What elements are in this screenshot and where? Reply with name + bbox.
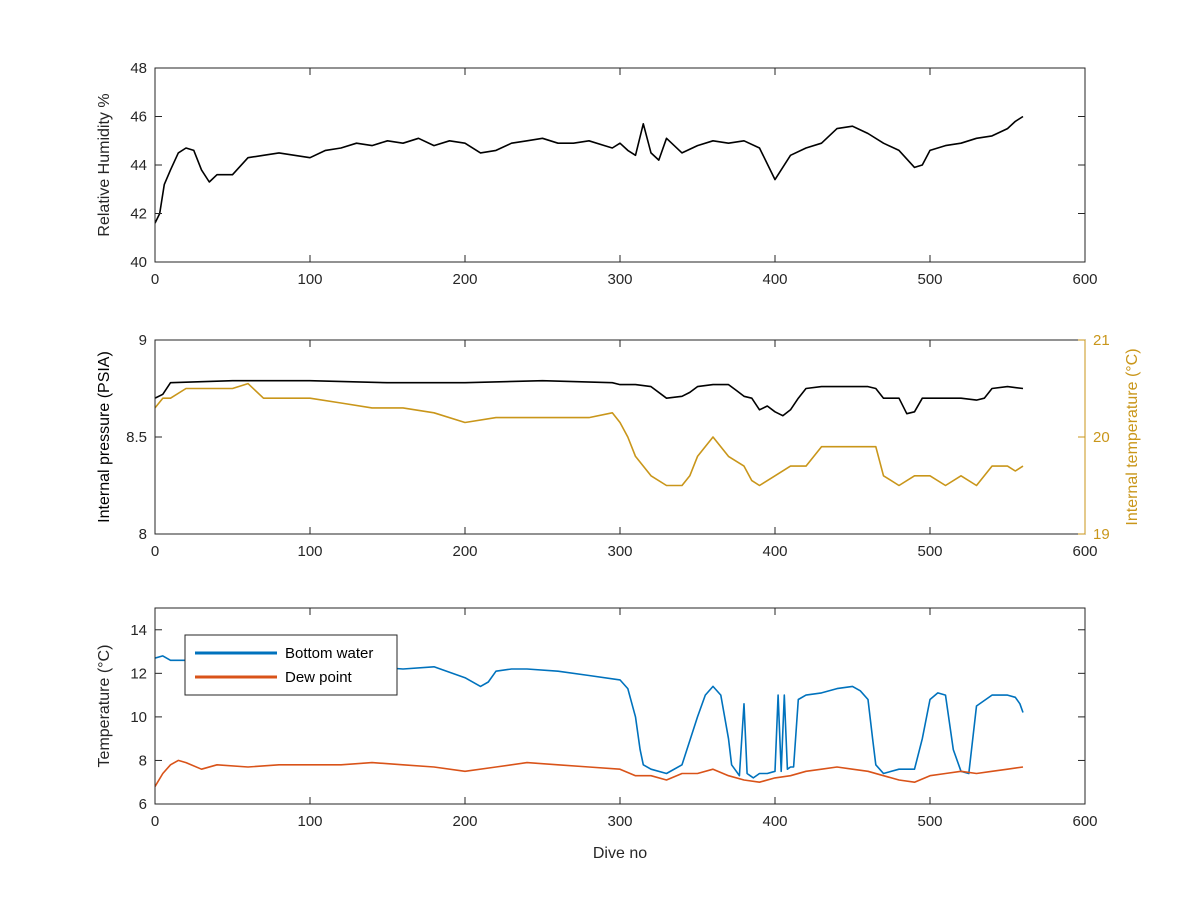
x-tick-label: 500 [917, 543, 942, 560]
x-tick-label: 300 [607, 271, 632, 288]
y-tick-label: 8 [139, 752, 147, 769]
y-tick-label: 8 [139, 526, 147, 543]
y-right-tick-label: 21 [1093, 332, 1110, 349]
x-tick-label: 0 [151, 543, 159, 560]
x-axis-label: Dive no [593, 845, 647, 862]
x-tick-label: 0 [151, 271, 159, 288]
y-tick-label: 44 [130, 157, 147, 174]
y-axis-label: Temperature (°C) [96, 645, 113, 768]
x-tick-label: 600 [1072, 543, 1097, 560]
series-line-2 [155, 382, 1024, 487]
x-tick-label: 200 [452, 543, 477, 560]
y-tick-label: 12 [130, 665, 147, 682]
x-tick-label: 300 [607, 543, 632, 560]
y-right-tick-label: 20 [1093, 429, 1110, 446]
series-line-dew-point [155, 759, 1024, 788]
series-line-1 [155, 115, 1024, 224]
x-tick-label: 500 [917, 813, 942, 830]
panel-3: 0 100 200 300 400 500 600 6 8 10 12 14 Temperature (… [96, 607, 1098, 862]
legend-label: Bottom water [285, 645, 373, 662]
x-tick-label: 0 [151, 813, 159, 830]
y-tick-label: 42 [130, 206, 147, 223]
y-tick-label: 8.5 [126, 429, 147, 446]
y-tick-label: 14 [130, 622, 147, 639]
y-right-axis-label: Internal temperature (°C) [1124, 348, 1141, 525]
x-tick-label: 100 [297, 543, 322, 560]
legend-label: Dew point [285, 669, 353, 686]
x-tick-label: 600 [1072, 813, 1097, 830]
y-tick-label: 6 [139, 796, 147, 813]
x-tick-label: 600 [1072, 271, 1097, 288]
x-tick-label: 500 [917, 271, 942, 288]
panel-1: 0 100 200 300 400 500 600 40 42 44 46 48 Relative Hu… [96, 60, 1098, 288]
series-line-1 [155, 379, 1024, 417]
x-tick-label: 400 [762, 271, 787, 288]
panel-2: 0 100 200 300 400 500 600 8 8.5 9 19 20 21 Internal t… [96, 332, 1141, 560]
x-tick-label: 300 [607, 813, 632, 830]
x-tick-label: 100 [297, 271, 322, 288]
y-right-tick-label: 19 [1093, 526, 1110, 543]
x-tick-label: 400 [762, 813, 787, 830]
x-tick-label: 400 [762, 543, 787, 560]
y-tick-label: 10 [130, 709, 147, 726]
y-tick-label: 9 [139, 332, 147, 349]
series-line-bottom-water [155, 655, 1024, 779]
legend-box [184, 634, 398, 696]
y-tick-label: 46 [130, 109, 147, 126]
x-tick-label: 100 [297, 813, 322, 830]
y-tick-label: 40 [130, 254, 147, 271]
x-tick-label: 200 [452, 813, 477, 830]
axes-box [154, 339, 1086, 535]
y-axis-label: Internal pressure (PSIA) [96, 351, 113, 523]
legend: Bottom water Dew point [184, 634, 398, 696]
y-axis-label: Relative Humidity % [96, 93, 113, 236]
y-tick-label: 48 [130, 60, 147, 77]
x-tick-label: 200 [452, 271, 477, 288]
axes-box [154, 67, 1086, 263]
